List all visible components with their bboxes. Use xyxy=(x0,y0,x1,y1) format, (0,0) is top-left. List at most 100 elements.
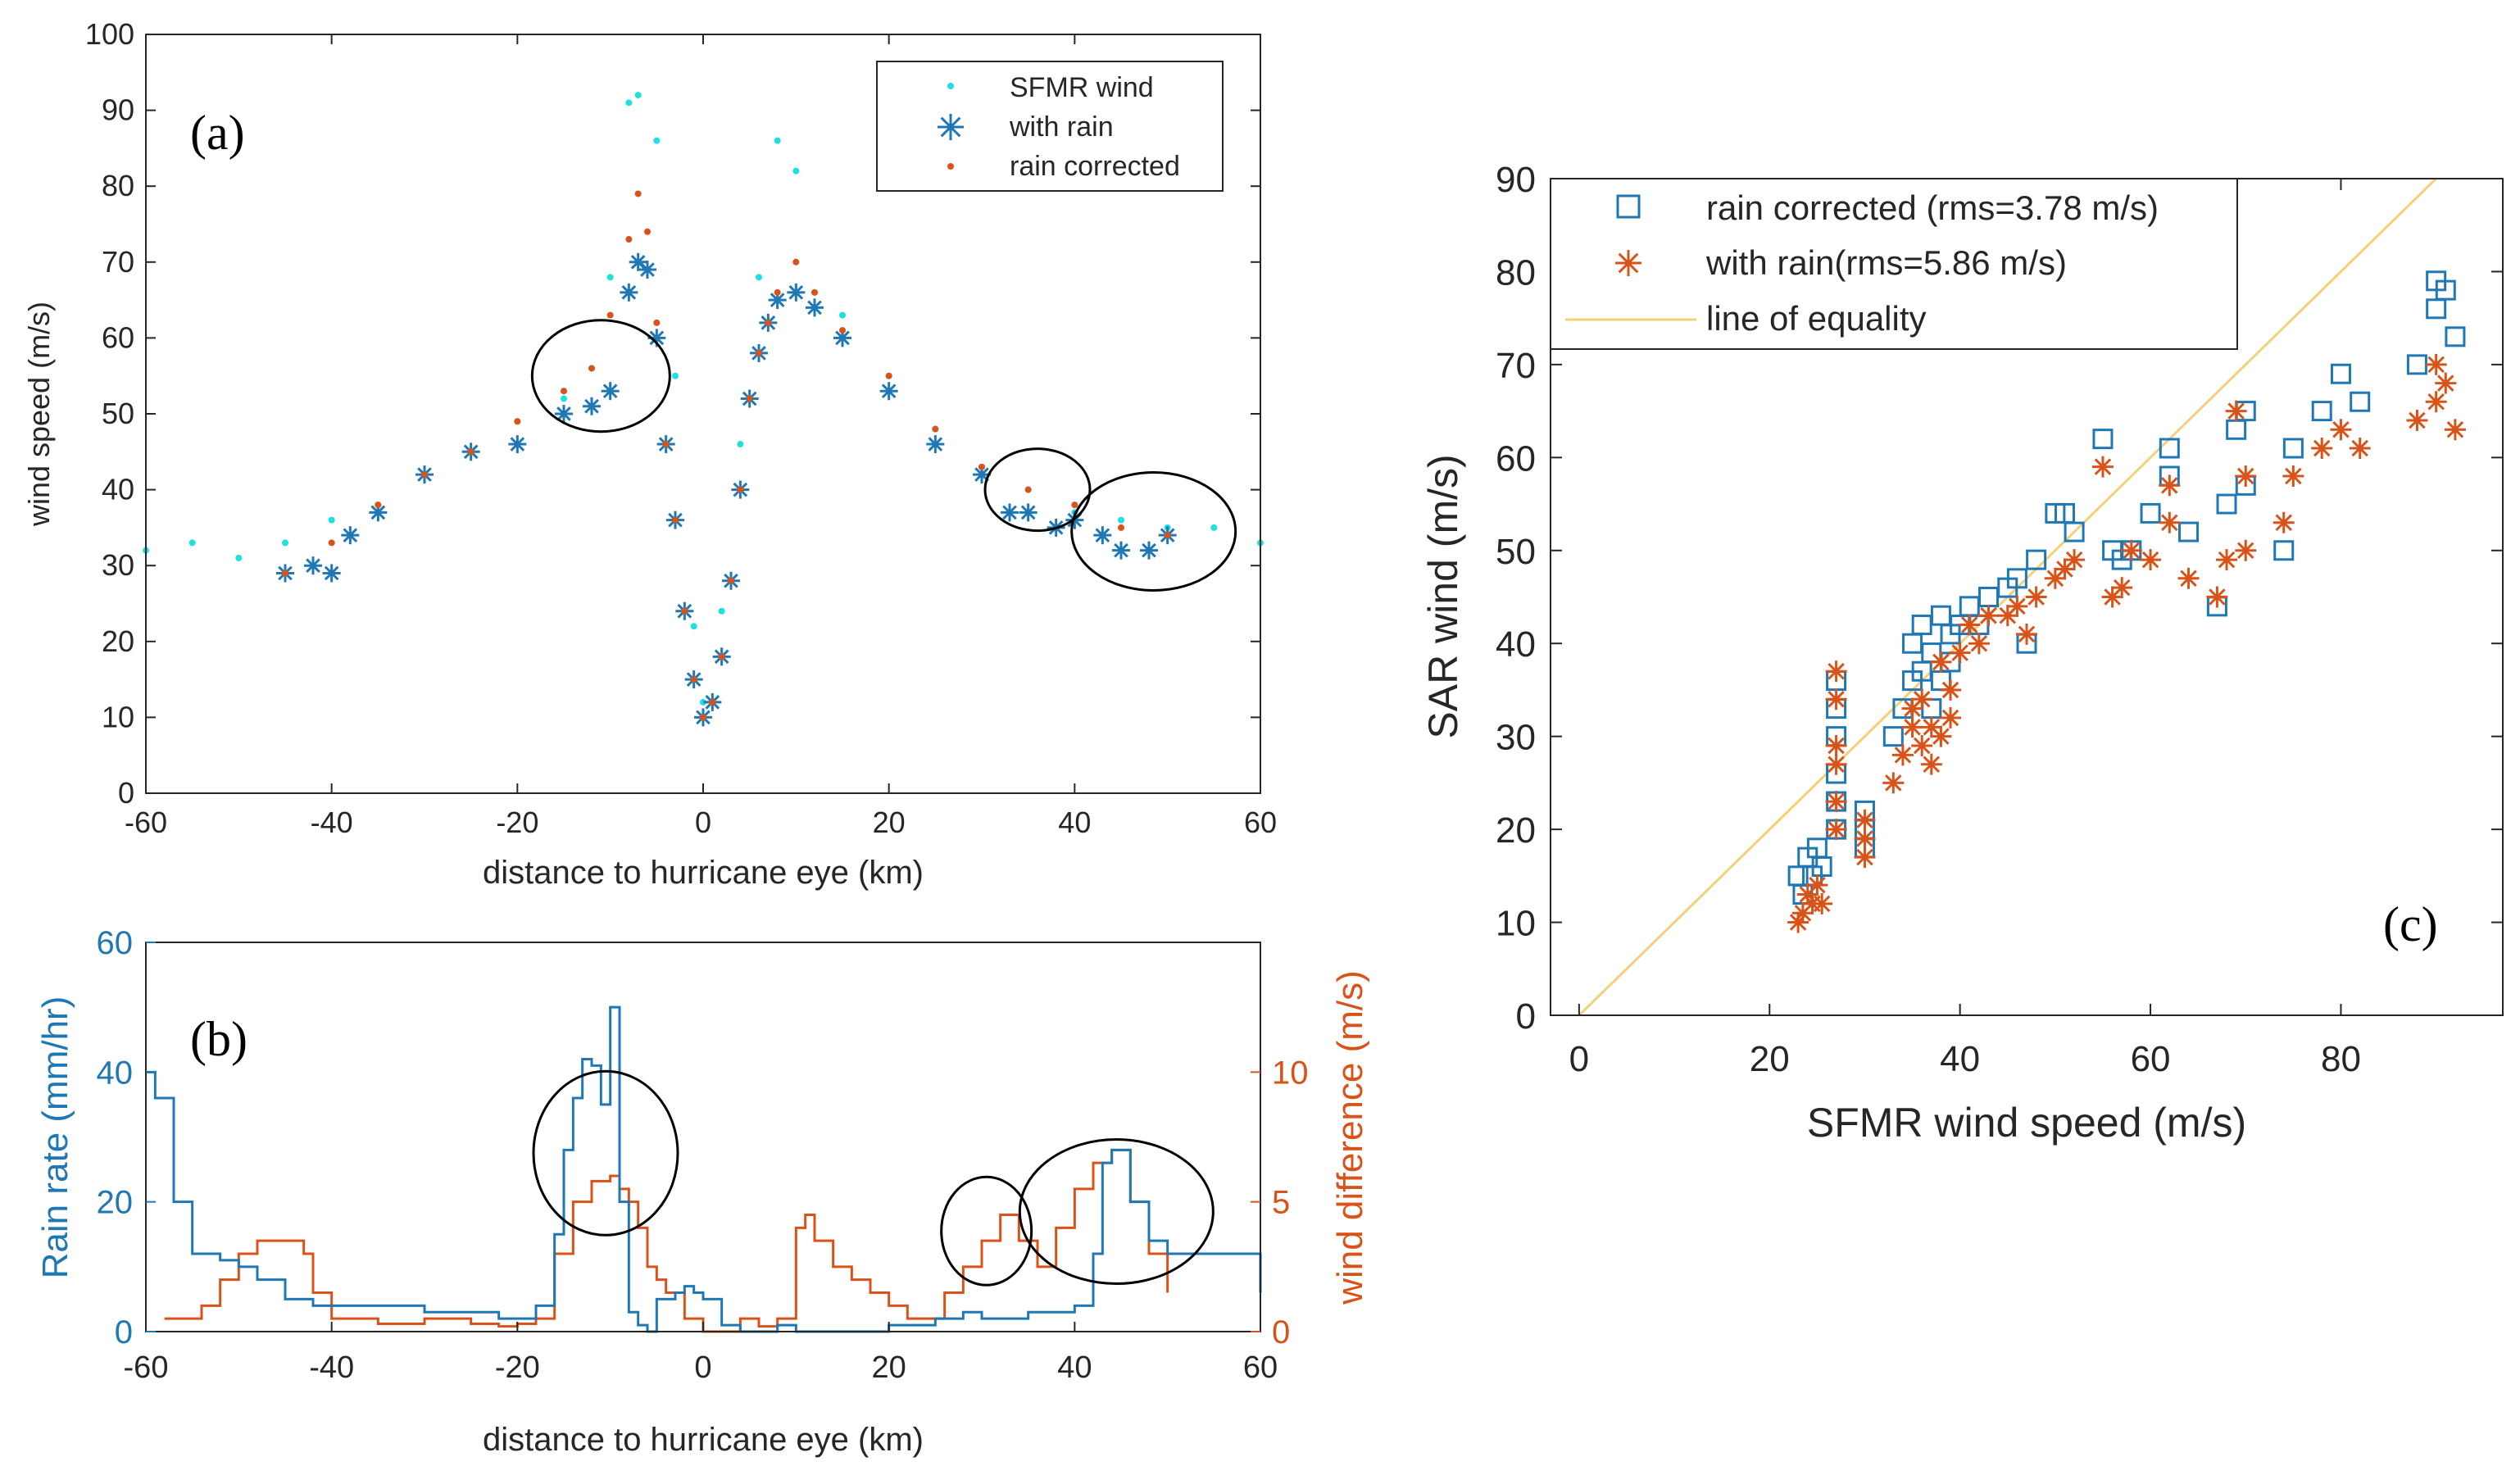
with-rain-asterisk xyxy=(2425,353,2447,375)
with-rain-asterisk xyxy=(2044,567,2066,589)
rain-corrected-point xyxy=(1118,524,1124,531)
panel-b-xtick-label: -40 xyxy=(309,1350,354,1385)
panel-a-xtick-label: 0 xyxy=(695,806,711,839)
with-rain-point-stroke xyxy=(370,505,386,520)
panel-c-ytick-label: 40 xyxy=(1496,624,1536,665)
with-rain-asterisk xyxy=(1901,716,1923,738)
panel-c-ytick-label: 30 xyxy=(1496,718,1536,758)
with-rain-asterisk xyxy=(1940,706,1962,728)
rain-corrected-point xyxy=(588,365,595,372)
panel-a-ytick-label: 50 xyxy=(102,397,134,430)
panel-b-xtick-label: 20 xyxy=(872,1350,906,1385)
with-rain-point xyxy=(926,435,945,454)
rain-corrected-square xyxy=(2273,540,2295,561)
with-rain-asterisk-stroke xyxy=(1951,644,1968,661)
with-rain-asterisk xyxy=(2311,437,2333,459)
with-rain-asterisk-stroke xyxy=(2094,458,2112,475)
panel-b-xtick-label: 0 xyxy=(694,1350,711,1385)
rain-corrected-point xyxy=(561,388,567,395)
legend-sfmr-marker xyxy=(947,83,954,89)
with-rain-asterisk xyxy=(1920,753,1942,775)
with-rain-asterisk-stroke xyxy=(1904,719,1921,736)
sfmr-point xyxy=(737,441,744,448)
with-rain-asterisk-stroke xyxy=(2351,439,2368,457)
rain-corrected-point xyxy=(1071,502,1078,509)
with-rain-point xyxy=(508,435,527,454)
panel-c-xtick-label: 20 xyxy=(1750,1039,1790,1079)
rain-corrected-point xyxy=(756,349,762,356)
panel-a-xtick-label: -60 xyxy=(125,806,167,839)
with-rain-asterisk xyxy=(2064,549,2086,571)
with-rain-point xyxy=(555,405,573,423)
with-rain-asterisk xyxy=(2120,539,2142,561)
panel-a-annotations xyxy=(530,319,1237,592)
with-rain-point-stroke xyxy=(835,330,850,346)
panel-a-xtick-label: 40 xyxy=(1058,806,1091,839)
sfmr-point xyxy=(718,607,725,615)
with-rain-asterisk xyxy=(1825,819,1847,841)
with-rain-asterisk xyxy=(1825,688,1847,710)
rain-corrected-square xyxy=(2178,521,2200,542)
panel-a-xtick-label: -40 xyxy=(311,806,353,839)
with-rain-point-stroke xyxy=(584,398,599,414)
panel-c-series-layer xyxy=(1578,177,2466,1017)
rain-corrected-square xyxy=(2282,438,2304,459)
annotation-ellipse xyxy=(983,447,1092,533)
with-rain-point-stroke xyxy=(1142,542,1156,558)
with-rain-asterisk-stroke xyxy=(1828,737,1845,755)
panel-a-series-layer xyxy=(143,92,1264,727)
rain-corrected-square xyxy=(2092,429,2114,450)
with-rain-asterisk xyxy=(1911,688,1933,710)
rain-corrected-point xyxy=(811,288,818,296)
with-rain-asterisk-stroke xyxy=(2141,551,2159,569)
rain-corrected-square xyxy=(1902,633,1923,654)
rain-corrected-square xyxy=(1959,596,1980,617)
panel-b-ylabel-right: wind difference (m/s) xyxy=(1330,970,1370,1305)
with-rain-point xyxy=(601,382,620,401)
with-rain-point xyxy=(638,261,656,279)
rain-corrected-point xyxy=(375,502,382,509)
with-rain-asterisk xyxy=(2235,539,2257,561)
with-rain-point xyxy=(1093,526,1112,545)
rain-corrected-square xyxy=(2435,279,2456,301)
panel-c-xtick-label: 80 xyxy=(2321,1039,2361,1079)
with-rain-asterisk-stroke xyxy=(2227,402,2245,420)
rain-corrected-point xyxy=(282,570,288,577)
with-rain-point xyxy=(806,298,824,317)
panel-a-xtick-label: 60 xyxy=(1244,806,1277,839)
legend-asterisk-stroke xyxy=(940,116,961,138)
sfmr-point xyxy=(839,311,846,319)
legend-rain-corrected-label: rain corrected xyxy=(1010,151,1180,182)
rain-corrected-point xyxy=(718,653,725,660)
panel-a-ytick-label: 0 xyxy=(118,776,134,810)
sfmr-point xyxy=(1118,516,1124,524)
panel-a-ytick-label: 30 xyxy=(102,548,134,582)
rain-corrected-point xyxy=(653,319,661,326)
with-rain-asterisk xyxy=(2349,437,2371,459)
panel-c-xtick-label: 60 xyxy=(2131,1039,2171,1079)
with-rain-asterisk-stroke xyxy=(2275,514,2292,531)
panel-a-ytick-label: 60 xyxy=(102,320,134,354)
with-rain-point-stroke xyxy=(807,300,822,315)
rain-corrected-point xyxy=(728,577,734,584)
with-rain-asterisk-stroke xyxy=(1941,709,1959,727)
with-rain-asterisk-stroke xyxy=(2027,588,2045,606)
with-rain-point-stroke xyxy=(1002,505,1017,520)
with-rain-asterisk xyxy=(2273,511,2295,533)
panel-b-ytick-right-label: 0 xyxy=(1272,1314,1290,1350)
with-rain-point-stroke xyxy=(621,285,637,300)
rain-corrected-square xyxy=(2426,298,2447,320)
rain-corrected-point xyxy=(662,441,670,448)
with-rain-asterisk xyxy=(2177,567,2200,589)
with-rain-asterisk xyxy=(2206,586,2228,608)
panel-b-series-layer xyxy=(146,1005,1262,1333)
rain-corrected-square xyxy=(1978,587,2000,607)
with-rain-asterisk xyxy=(2406,409,2428,431)
with-rain-asterisk xyxy=(2435,372,2457,394)
panel-b-ytick-left-label: 20 xyxy=(97,1185,134,1221)
sfmr-point xyxy=(282,539,288,547)
with-rain-asterisk-stroke xyxy=(2237,467,2254,485)
legend-asterisk xyxy=(1615,250,1641,276)
with-rain-asterisk xyxy=(1825,753,1847,775)
with-rain-asterisk-stroke xyxy=(2113,579,2131,597)
